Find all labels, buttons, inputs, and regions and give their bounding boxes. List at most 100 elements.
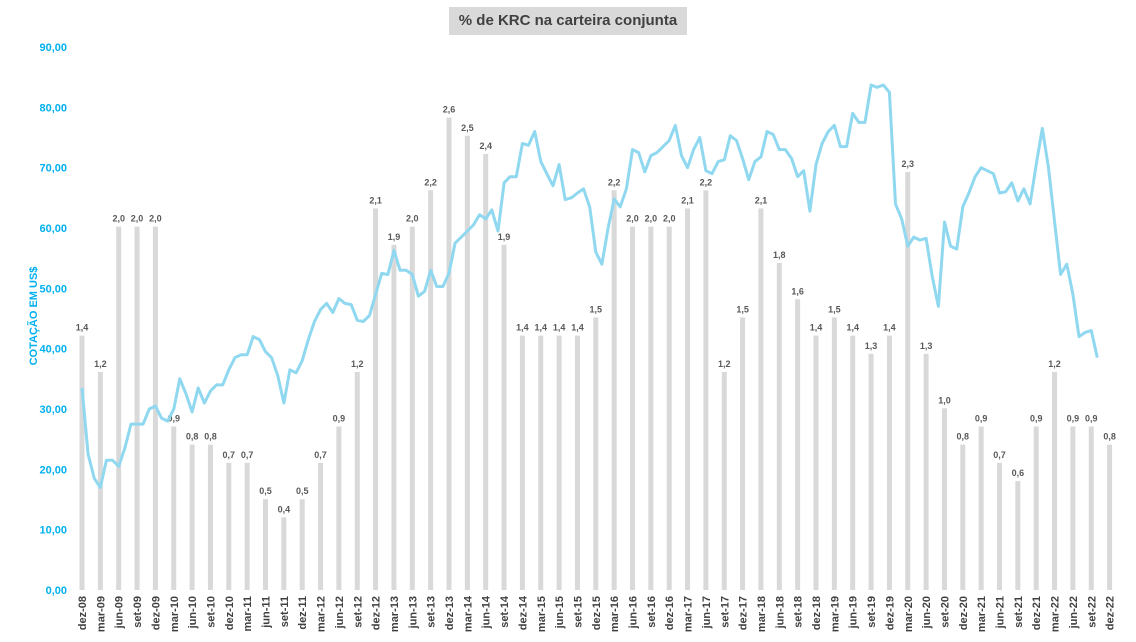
bar <box>519 335 525 590</box>
x-tick-label: dez-15 <box>591 596 603 630</box>
bar-data-label: 2,2 <box>700 177 713 187</box>
bar <box>886 335 892 590</box>
bar <box>373 208 379 590</box>
bar <box>740 317 746 590</box>
bar-data-label: 1,4 <box>571 323 584 333</box>
bar <box>171 426 177 590</box>
bar-data-label: 1,8 <box>773 250 786 260</box>
x-tick-label: dez-22 <box>1105 596 1117 630</box>
x-tick-label: jun-16 <box>628 596 640 629</box>
x-tick-label: dez-20 <box>958 596 970 630</box>
bar-data-label: 0,8 <box>957 432 970 442</box>
bar-data-label: 0,8 <box>1103 432 1116 442</box>
bar <box>1052 371 1058 590</box>
bar-data-label: 1,6 <box>791 286 804 296</box>
x-tick-label: mar-11 <box>242 596 254 631</box>
bar-data-label: 0,9 <box>1085 413 1098 423</box>
bar-data-label: 0,9 <box>167 413 180 423</box>
bar <box>923 353 929 590</box>
x-tick-label: mar-15 <box>536 596 548 632</box>
y-tick-label: 80,00 <box>39 102 67 114</box>
bar-data-label: 2,1 <box>681 195 694 205</box>
bar <box>263 499 268 590</box>
x-tick-label: set-13 <box>426 596 438 628</box>
x-tick-label: dez-21 <box>1031 596 1043 630</box>
x-tick-label: jun-17 <box>701 596 713 629</box>
bar-data-label: 0,9 <box>1030 413 1043 423</box>
bar-data-label: 0,4 <box>278 504 291 514</box>
bar <box>941 408 947 590</box>
x-tick-label: mar-12 <box>316 596 328 632</box>
bar-data-label: 0,9 <box>1067 413 1080 423</box>
x-tick-label: dez-14 <box>517 595 529 630</box>
x-tick-label: jun-09 <box>114 596 126 629</box>
x-tick-label: dez-18 <box>811 596 823 630</box>
bar-data-label: 1,3 <box>865 341 878 351</box>
bar <box>850 335 856 590</box>
bar-data-label: 0,7 <box>314 450 327 460</box>
bar <box>831 317 837 590</box>
bar-data-label: 2,0 <box>149 214 162 224</box>
x-tick-label: set-12 <box>352 596 364 628</box>
bar <box>446 117 452 590</box>
bar-data-label: 0,5 <box>296 486 309 496</box>
bar-data-label: 1,4 <box>534 323 547 333</box>
bar <box>116 226 122 590</box>
x-tick-label: jun-15 <box>554 596 566 629</box>
bar <box>721 371 727 590</box>
x-tick-label: set-18 <box>793 596 805 628</box>
x-tick-label: dez-17 <box>738 596 750 630</box>
x-tick-label: jun-11 <box>261 596 273 629</box>
y-tick-label: 30,00 <box>39 404 67 416</box>
bar-data-label: 1,3 <box>920 341 933 351</box>
bar <box>79 335 85 590</box>
y-tick-label: 40,00 <box>39 344 67 356</box>
x-tick-label: jun-12 <box>334 596 346 629</box>
bar <box>685 208 691 590</box>
bar-data-label: 1,9 <box>498 232 511 242</box>
x-tick-label: mar-22 <box>1050 596 1062 632</box>
bar-data-label: 1,4 <box>810 323 823 333</box>
bar <box>666 226 672 590</box>
x-tick-label: jun-13 <box>407 596 419 629</box>
x-tick-label: mar-17 <box>683 596 695 632</box>
bar <box>409 226 415 590</box>
bar <box>226 462 232 590</box>
bar <box>776 262 782 590</box>
x-tick-label: jun-20 <box>921 596 933 629</box>
x-tick-label: jun-10 <box>187 596 199 629</box>
bar-data-label: 2,0 <box>645 214 658 224</box>
bar-data-label: 2,0 <box>626 214 639 224</box>
x-tick-label: dez-19 <box>884 596 896 630</box>
x-tick-label: jun-14 <box>481 595 493 629</box>
bar-data-label: 0,8 <box>186 432 199 442</box>
bar-data-label: 2,3 <box>901 159 914 169</box>
bar-data-label: 2,0 <box>663 214 676 224</box>
bar <box>648 226 654 590</box>
y-tick-label: 0,00 <box>46 585 67 597</box>
x-tick-label: mar-20 <box>903 596 915 632</box>
bar-data-label: 2,0 <box>131 214 144 224</box>
x-tick-label: mar-18 <box>756 596 768 632</box>
bar <box>354 371 360 590</box>
bar <box>281 517 287 590</box>
bar-data-label: 2,5 <box>461 123 474 133</box>
x-tick-label: dez-08 <box>77 596 89 630</box>
x-tick-label: dez-09 <box>150 596 162 630</box>
chart-title: % de KRC na carteira conjunta <box>458 12 678 29</box>
x-tick-label: jun-22 <box>1068 596 1080 629</box>
bar-data-label: 0,5 <box>259 486 272 496</box>
bar-data-label: 1,2 <box>351 359 364 369</box>
bar <box>1088 426 1094 590</box>
bar-data-label: 0,7 <box>241 450 254 460</box>
bar <box>318 462 324 590</box>
bar-data-label: 1,4 <box>76 323 89 333</box>
bar <box>758 208 764 590</box>
x-tick-label: dez-10 <box>224 596 236 630</box>
bar-data-label: 2,4 <box>479 141 492 151</box>
x-tick-label: set-17 <box>719 596 731 628</box>
bar-data-label: 1,5 <box>736 304 749 314</box>
bar-data-label: 1,4 <box>846 323 859 333</box>
bar <box>593 317 599 590</box>
